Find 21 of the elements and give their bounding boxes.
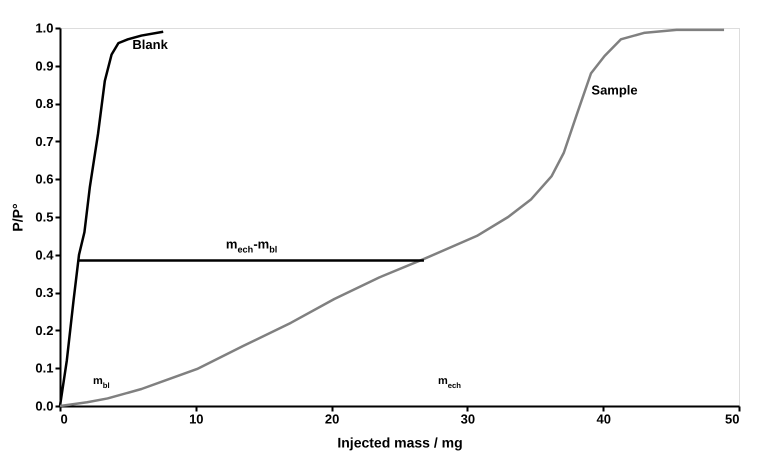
series-label: Blank bbox=[132, 37, 169, 52]
x-tick-label: 20 bbox=[324, 412, 340, 426]
y-tick-label: 0.2 bbox=[35, 322, 54, 338]
x-axis-title: Injected mass / mg bbox=[337, 434, 463, 450]
x-tick-label: 40 bbox=[596, 412, 611, 426]
y-axis-title: P/P° bbox=[9, 203, 26, 232]
x-tick-label: 10 bbox=[189, 412, 204, 426]
x-tick-label: 30 bbox=[460, 412, 476, 426]
series-label: Sample bbox=[591, 82, 638, 98]
y-tick-label: 0.9 bbox=[35, 58, 54, 74]
y-tick-label: 0.5 bbox=[35, 210, 54, 224]
y-tick-label: 0.1 bbox=[35, 360, 54, 376]
x-tick-label: 0 bbox=[60, 412, 68, 426]
y-tick-label: 0.7 bbox=[35, 134, 54, 149]
x-tick-label: 50 bbox=[725, 412, 740, 426]
y-tick-label: 0.6 bbox=[35, 172, 54, 187]
y-tick-label: 0.0 bbox=[35, 398, 54, 414]
y-tick-label: 0.3 bbox=[35, 285, 54, 300]
y-tick-label: 1.0 bbox=[35, 20, 54, 36]
y-tick-label: 0.8 bbox=[35, 96, 54, 112]
y-tick-label: 0.4 bbox=[35, 247, 54, 262]
